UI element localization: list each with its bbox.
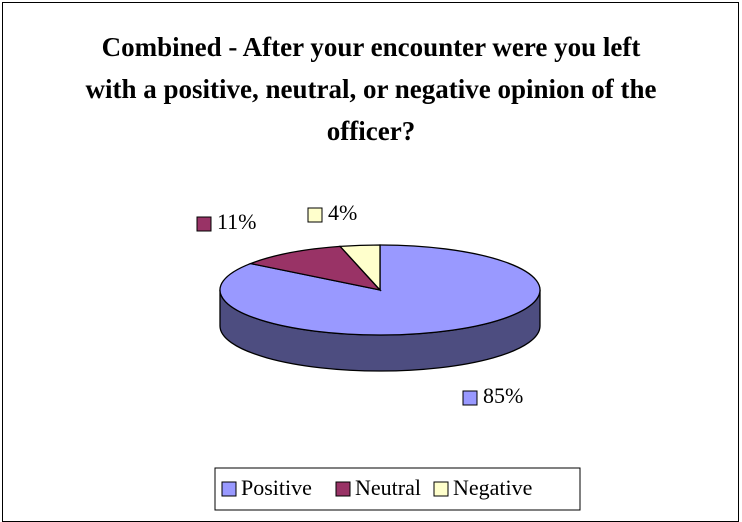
legend-label: Positive: [241, 475, 312, 500]
data-label-swatch: [196, 216, 212, 232]
data-label: 85%: [483, 383, 523, 408]
legend-label: Neutral: [355, 475, 421, 500]
legend-box: [214, 467, 581, 511]
data-label-swatch: [307, 207, 323, 223]
legend-swatch: [221, 481, 237, 497]
data-label: 4%: [328, 200, 357, 225]
data-label: 11%: [217, 209, 257, 234]
legend-swatch: [335, 481, 351, 497]
legend-label: Negative: [453, 475, 532, 500]
chart-title: Combined - After your encounter were you…: [85, 32, 657, 146]
legend-swatch: [433, 481, 449, 497]
slice: [248, 245, 382, 292]
data-label-swatch: [462, 390, 478, 406]
slice: [338, 244, 381, 292]
